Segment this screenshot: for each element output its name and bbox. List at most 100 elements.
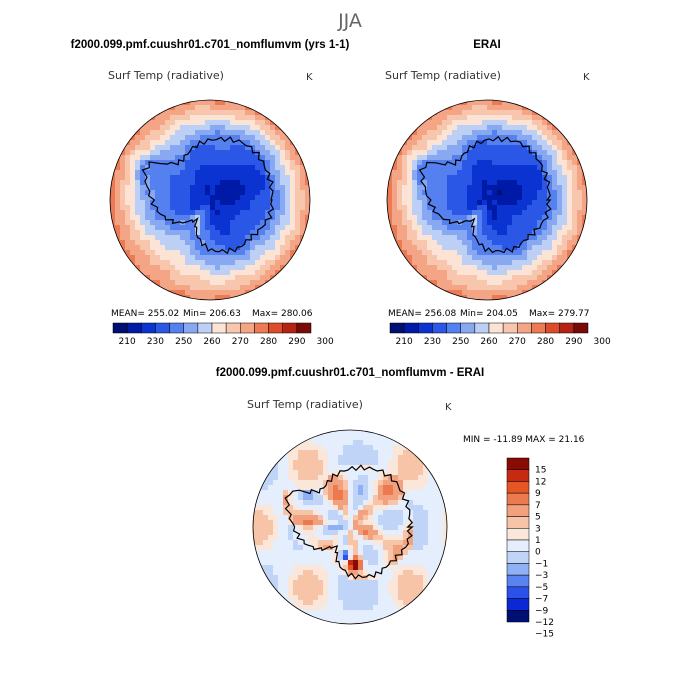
panel-model-map-cell <box>195 260 201 266</box>
panel-diff-map-cell <box>278 580 284 586</box>
panel-erai-map-cell <box>467 215 473 221</box>
panel-erai-map-cell <box>437 275 443 281</box>
panel-erai-map-cell <box>442 130 448 136</box>
panel-erai-map-cell <box>487 150 493 156</box>
panel-model-map-cell <box>230 170 236 176</box>
panel-model-map-cell <box>130 140 136 146</box>
panel-diff-map-cell <box>348 485 354 491</box>
panel-model-map-cell <box>115 175 121 181</box>
panel-model-map-cell <box>285 160 291 166</box>
panel-model-map-cell <box>255 210 261 216</box>
panel-diff-map-cell <box>278 530 284 536</box>
panel-model-map-cell <box>225 255 231 261</box>
panel-model-map-cell <box>230 160 236 166</box>
panel-model-map-cell <box>130 175 136 181</box>
panel-model-map-cell <box>225 290 231 296</box>
panel-erai-map-cell <box>477 280 483 286</box>
panel-model-map-cell <box>235 260 241 266</box>
panel-diff-map-cell <box>303 610 309 616</box>
panel-diff-map-cell <box>313 560 319 566</box>
panel-erai-map-cell <box>442 230 448 236</box>
panel-diff-map-cell <box>373 585 379 591</box>
panel-erai-map-cell <box>547 120 553 126</box>
panel-diff-map-cell <box>323 545 329 551</box>
panel-diff-map-cell <box>388 580 394 586</box>
panel-model-map-cell <box>165 150 171 156</box>
panel-model-map-cell <box>185 170 191 176</box>
panel-erai-map-cell <box>467 170 473 176</box>
panel-erai-map-cell <box>532 265 538 271</box>
panel-diff-map-cell <box>438 480 444 486</box>
panel-erai-map-cell <box>532 290 538 296</box>
panel-erai-map-cell <box>502 165 508 171</box>
panel-diff-map-cell <box>353 525 359 531</box>
panel-erai-map-cell <box>507 105 513 111</box>
panel-diff-map-cell <box>368 575 374 581</box>
panel-model-map-cell <box>245 265 251 271</box>
panel-erai-map-cell <box>572 220 578 226</box>
panel-erai-map-cell <box>462 285 468 291</box>
panel-diff-map-cell <box>368 430 374 436</box>
panel-model-map-cell <box>275 215 281 221</box>
panel-erai-map-cell <box>422 210 428 216</box>
panel-erai-map-cell <box>562 215 568 221</box>
panel-erai-map-cell <box>552 140 558 146</box>
panel-erai-map-cell <box>407 255 413 261</box>
panel-erai-map-cell <box>572 255 578 261</box>
panel-diff-map-cell <box>403 480 409 486</box>
panel-erai-map-cell <box>567 235 573 241</box>
panel-erai-map-cell <box>492 225 498 231</box>
panel-erai-map-cell <box>452 145 458 151</box>
panel-model-map-cell <box>165 115 171 121</box>
panel-erai-map-cell <box>492 120 498 126</box>
panel-erai-map-cell <box>472 220 478 226</box>
panel-erai-map-cell <box>407 200 413 206</box>
panel-diff-map-cell <box>383 590 389 596</box>
panel-model-map-cell <box>170 275 176 281</box>
panel-diff-map-cell <box>418 485 424 491</box>
panel-erai-map-cell <box>497 185 503 191</box>
panel-model-map-cell <box>275 145 281 151</box>
panel-model-map-cell <box>225 270 231 276</box>
panel-diff-map-cell <box>323 435 329 441</box>
panel-model-map-cell <box>300 210 306 216</box>
panel-erai-map-cell <box>507 160 513 166</box>
panel-model-map-cell <box>280 250 286 256</box>
panel-diff-colorbar-swatch <box>506 481 530 494</box>
panel-model-map-cell <box>230 130 236 136</box>
panel-erai-map-cell <box>432 150 438 156</box>
panel-diff-map-cell <box>413 590 419 596</box>
panel-erai-map-cell <box>397 190 403 196</box>
panel-diff-map-cell <box>258 505 264 511</box>
panel-model-map-cell <box>220 245 226 251</box>
panel-diff-map-cell <box>283 455 289 461</box>
panel-diff-map-cell <box>403 580 409 586</box>
panel-erai-map-cell <box>462 160 468 166</box>
panel-diff-map-cell <box>408 455 414 461</box>
panel-erai-map-cell <box>477 115 483 121</box>
panel-model-map-cell <box>225 170 231 176</box>
panel-erai-map-cell <box>497 125 503 131</box>
panel-erai-map-cell <box>492 265 498 271</box>
panel-diff-map-cell <box>323 440 329 446</box>
panel-model-map-cell <box>255 130 261 136</box>
panel-model-map-cell <box>165 285 171 291</box>
panel-diff-map-cell <box>418 480 424 486</box>
panel-diff-map-cell <box>348 560 354 566</box>
panel-model-map-cell <box>205 140 211 146</box>
panel-diff-map-cell <box>363 475 369 481</box>
panel-diff-map-cell <box>383 520 389 526</box>
panel-erai-map-cell <box>402 225 408 231</box>
panel-diff-map-cell <box>373 545 379 551</box>
panel-erai-map-cell <box>507 150 513 156</box>
panel-model-map-cell <box>185 270 191 276</box>
panel-model-map-cell <box>150 265 156 271</box>
panel-diff-map-cell <box>363 435 369 441</box>
panel-erai-map-cell <box>502 255 508 261</box>
panel-model-map-cell <box>205 230 211 236</box>
panel-model-map-cell <box>195 230 201 236</box>
panel-model-map-cell <box>195 205 201 211</box>
panel-erai-map-cell <box>472 215 478 221</box>
panel-model-map-cell <box>195 110 201 116</box>
panel-erai-map-cell <box>482 100 488 106</box>
